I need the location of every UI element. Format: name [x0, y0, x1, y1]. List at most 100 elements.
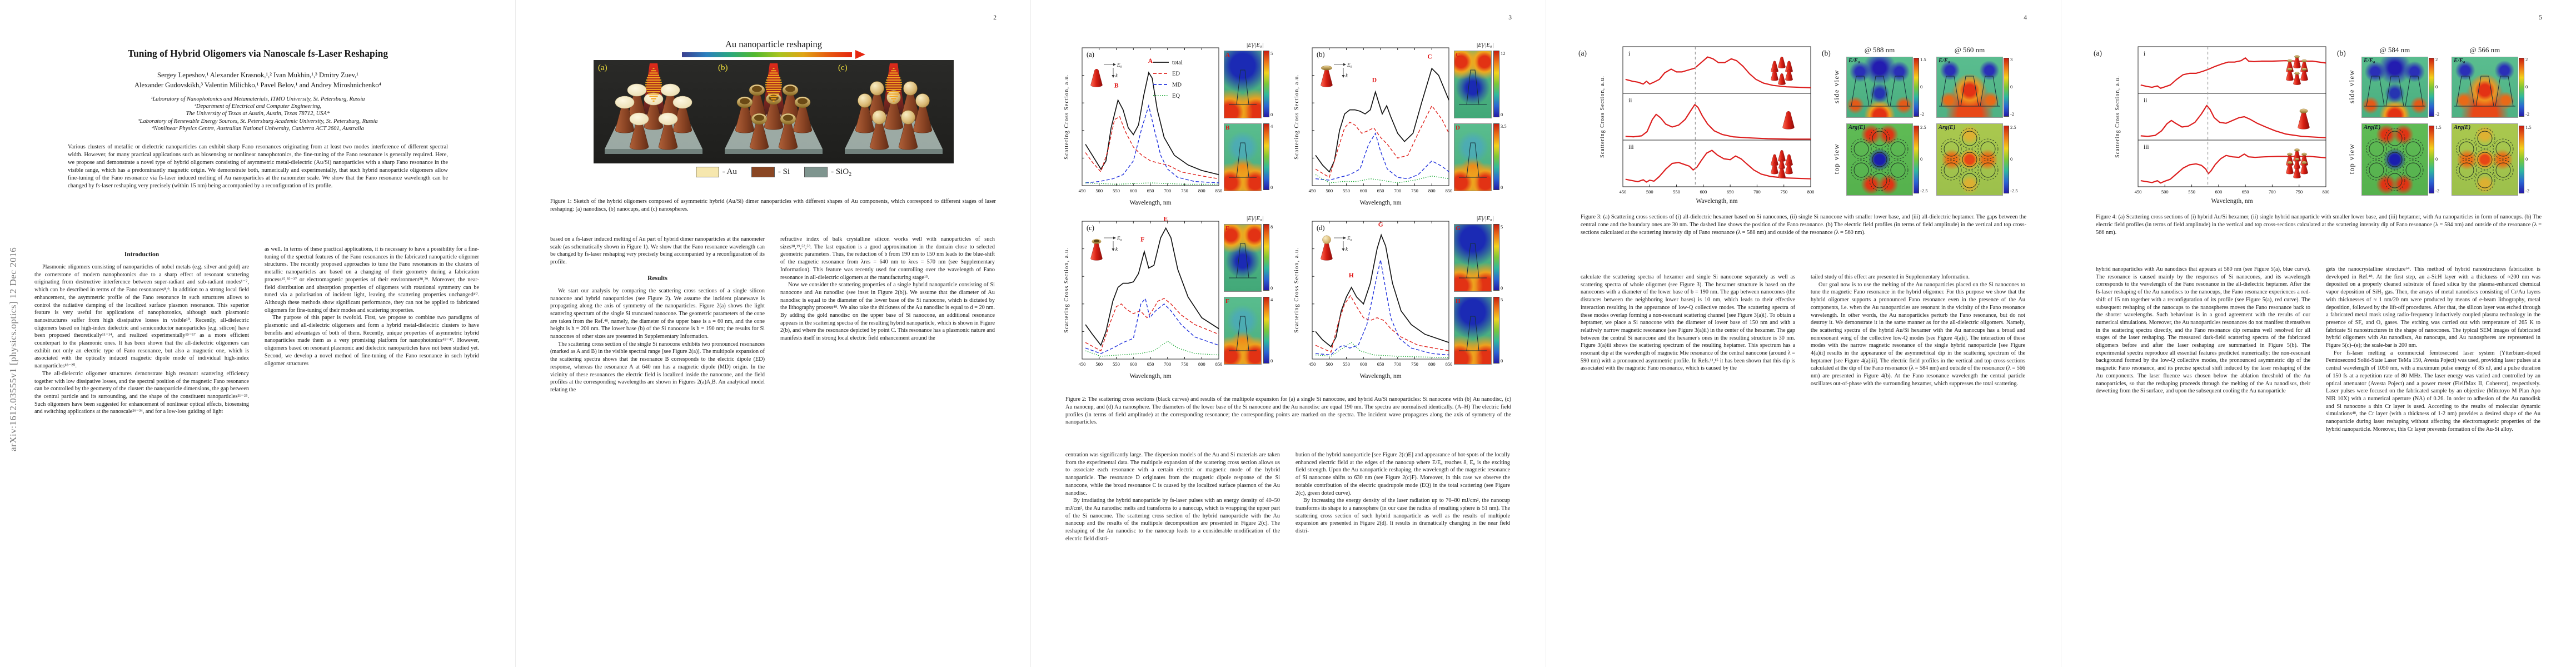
abstract: Various clusters of metallic or dielectr… — [68, 144, 448, 189]
svg-text:550: 550 — [1343, 361, 1350, 367]
svg-text:Scattering Cross Section, a.u.: Scattering Cross Section, a.u. — [2115, 76, 2121, 158]
colorbar-values: 1.5 0 -2 — [2435, 125, 2442, 193]
svg-text:450: 450 — [2135, 189, 2142, 195]
resonance-letter: H — [1456, 298, 1461, 305]
figure3-a-label: (a) — [1578, 49, 1587, 57]
svg-text:A: A — [1148, 58, 1153, 64]
svg-text:550: 550 — [1673, 189, 1680, 195]
paper-title: Tuning of Hybrid Oligomers via Nanoscale… — [127, 48, 388, 59]
svg-text:Scattering Cross Section, a.u.: Scattering Cross Section, a.u. — [1064, 247, 1070, 333]
svg-text:450: 450 — [1079, 188, 1086, 193]
svg-text:700: 700 — [1753, 189, 1761, 195]
figure3-chart: i ii iii 450 500 550 600 650 700 750 800 Wavelength… — [1597, 44, 1815, 206]
page1-left-column: Introduction Plasmonic oligomers consist… — [34, 246, 249, 635]
fieldmap-title: |E|/|E₀| — [1246, 42, 1264, 48]
svg-text:E₀: E₀ — [1347, 62, 1352, 68]
figure3-b-label: (b) — [1822, 49, 1831, 57]
panel-label: (c) — [838, 63, 848, 72]
body-paragraph: as well. In terms of these practical app… — [265, 246, 479, 313]
figure2-fieldmaps-d: |E|/|E₀| G 5 0 H 5 0 — [1454, 216, 1516, 382]
figure1-panel-cup: (b) — [714, 60, 834, 163]
svg-text:700: 700 — [1394, 188, 1401, 193]
svg-text:500: 500 — [1646, 189, 1653, 195]
column-text: centration was significantly large. The … — [1065, 451, 1280, 542]
colorbar — [1914, 58, 1919, 117]
svg-text:600: 600 — [1360, 361, 1367, 367]
resonance-letter: C — [1456, 52, 1460, 58]
fieldmap-col-title: @ 566 nm — [2469, 46, 2500, 54]
legend-item: - Si — [751, 166, 790, 177]
svg-text:700: 700 — [1394, 361, 1401, 367]
colorbar-values: 2.5 0 -2.5 — [1920, 125, 1928, 193]
svg-text:i: i — [2144, 51, 2145, 57]
reshaping-gradient-arrow-icon — [682, 50, 865, 59]
body-paragraph: The purpose of this paper is twofold. Fi… — [265, 315, 479, 367]
svg-text:600: 600 — [1130, 188, 1137, 193]
colorbar-values: 2 0 -2 — [2525, 57, 2530, 117]
body-paragraph: calculate the scattering spectra of hexa… — [1581, 274, 1795, 372]
field-map-E: E — [1224, 224, 1262, 292]
body-paragraph: bution of the hybrid nanoparticle [see F… — [1296, 452, 1510, 496]
svg-text:E: E — [1163, 216, 1168, 222]
svg-text:750: 750 — [2295, 189, 2303, 195]
svg-text:500: 500 — [1095, 361, 1103, 367]
row-label-side-view: side view — [1832, 69, 1841, 104]
resonance-letter: B — [1225, 125, 1230, 131]
svg-text:500: 500 — [1326, 361, 1333, 367]
page3-left-column: centration was significantly large. The … — [1065, 451, 1280, 640]
colorbar — [1263, 123, 1269, 190]
colorbar — [1263, 297, 1269, 364]
svg-text:700: 700 — [2269, 189, 2276, 195]
svg-text:650: 650 — [1727, 189, 1734, 195]
svg-text:850: 850 — [1215, 188, 1222, 193]
figure2-chart-d: 450 500 550 600 650 700 750 800 850 H G E₀ k (d) Wavel… — [1292, 216, 1452, 382]
page-number: 2 — [993, 14, 996, 21]
svg-text:iii: iii — [1628, 144, 1634, 151]
page2-left-column: based on a fs-laser induced melting of A… — [550, 236, 765, 636]
page3-right-column: bution of the hybrid nanoparticle [see F… — [1296, 451, 1510, 640]
colorbar-values: 1.5 0 -2 — [2525, 125, 2532, 193]
affiliation-line: ³Laboratory of Renewable Energy Sources,… — [138, 118, 378, 125]
field-map-C: C — [1454, 51, 1492, 118]
colorbar — [2004, 126, 2009, 193]
column-text: refractive index of balk crystalline sil… — [780, 236, 995, 342]
field-map-F: F — [1224, 297, 1262, 365]
figure3-caption: Figure 3: (a) Scattering cross sections … — [1581, 214, 2026, 236]
svg-text:800: 800 — [1428, 188, 1436, 193]
svg-text:800: 800 — [1428, 361, 1436, 367]
resonance-letter: F — [1225, 298, 1229, 305]
column-text: hybrid nanoparticles with Au nanodiscs t… — [2096, 266, 2310, 395]
svg-text:800: 800 — [1198, 361, 1205, 367]
arxiv-watermark: arXiv:1612.03555v1 [physics.optics] 12 D… — [8, 247, 18, 451]
svg-text:850: 850 — [1446, 188, 1452, 193]
fieldmap-side-588: E/E₀ — [1846, 57, 1913, 118]
fieldmap-title: |E|/|E₀| — [1476, 216, 1494, 222]
svg-text:Wavelength, nm: Wavelength, nm — [2211, 198, 2253, 205]
svg-text:k: k — [1115, 73, 1118, 78]
fieldmap-side-566: E/E₀ — [2452, 57, 2518, 118]
section-heading-introduction: Introduction — [124, 251, 160, 258]
column-text: We start our analysis by comparing the s… — [550, 287, 765, 394]
svg-text:(d): (d) — [1317, 224, 1325, 232]
fieldmap-col-title: @ 560 nm — [1954, 46, 1985, 54]
resonance-letter: A — [1225, 52, 1230, 58]
colorbar — [1493, 297, 1499, 364]
affiliations: ¹Laboratory of Nanophotonics and Metamat… — [36, 96, 480, 132]
figure2-panel-d: 450 500 550 600 650 700 750 800 850 H G E₀ k (d) Wavel… — [1292, 216, 1516, 382]
svg-text:750: 750 — [1411, 188, 1418, 193]
colorbar — [1263, 224, 1269, 291]
svg-text:k: k — [1115, 246, 1118, 252]
body-paragraph: By irradiating the hybrid nanoparticle b… — [1065, 497, 1280, 542]
figure2-fieldmaps-c: |E|/|E₀| E 8 0 F 4 0 — [1224, 216, 1286, 382]
legend-swatch — [751, 166, 775, 177]
figure2-fieldmaps-a: |E|/|E₀| A 5 0 B 4 0 — [1224, 42, 1286, 209]
svg-text:600: 600 — [1360, 188, 1367, 193]
fieldmap-top-588: Arg(E) — [1846, 123, 1913, 196]
svg-text:650: 650 — [1377, 361, 1384, 367]
colorbar — [1493, 123, 1499, 190]
colorbar — [1263, 51, 1269, 117]
svg-text:650: 650 — [2242, 189, 2249, 195]
resonance-letter: G — [1456, 225, 1461, 232]
column-text: gets the nanocrystalline structure⁶⁴. Th… — [2326, 266, 2540, 433]
